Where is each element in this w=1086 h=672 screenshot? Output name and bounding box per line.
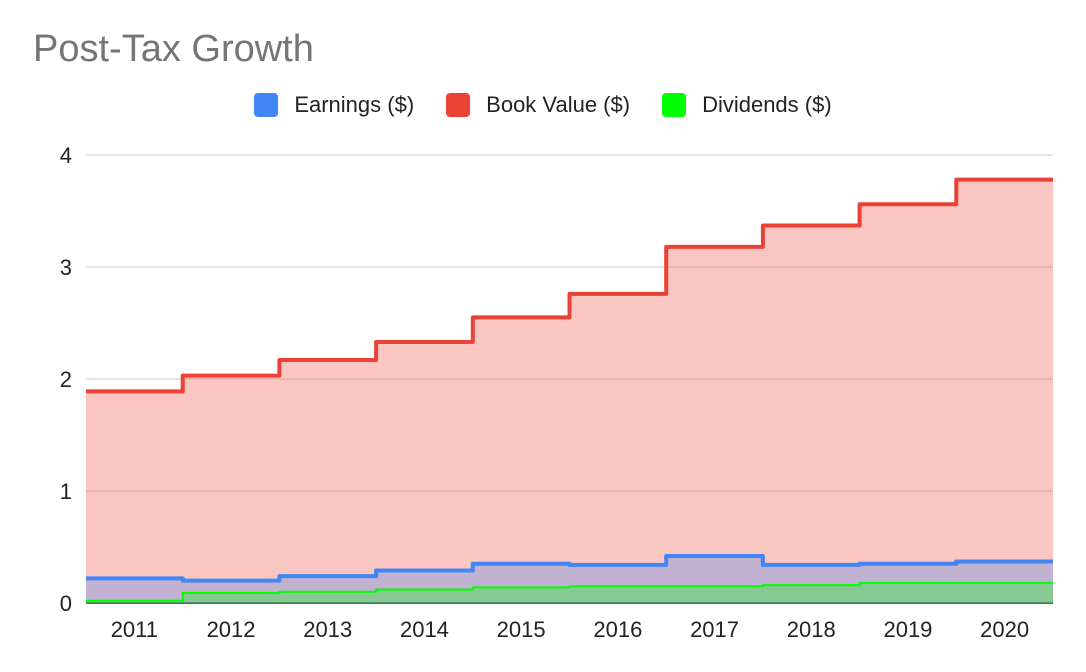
x-tick-label-2015: 2015 <box>497 617 546 642</box>
legend-item-dividends[interactable]: Dividends ($) <box>662 92 832 118</box>
x-tick-label-2016: 2016 <box>593 617 642 642</box>
line-earnings <box>86 553 1053 583</box>
y-tick-label-3: 3 <box>60 255 72 280</box>
legend-label-earnings: Earnings ($) <box>294 92 415 117</box>
legend-item-earnings[interactable]: Earnings ($) <box>254 92 414 118</box>
x-tick-label-2018: 2018 <box>787 617 836 642</box>
legend-label-book-value: Book Value ($) <box>486 92 631 117</box>
x-tick-label-2017: 2017 <box>690 617 739 642</box>
y-tick-label-0: 0 <box>60 591 72 616</box>
line-dividends <box>86 581 1053 602</box>
y-tick-label-1: 1 <box>60 479 72 504</box>
x-tick-label-2019: 2019 <box>883 617 932 642</box>
x-tick-label-2011: 2011 <box>111 617 158 642</box>
line-book-value <box>86 177 1053 394</box>
x-tick-label-2014: 2014 <box>400 617 449 642</box>
y-tick-label-2: 2 <box>60 367 72 392</box>
legend-swatch-book-value <box>446 93 471 117</box>
legend-swatch-dividends <box>662 93 687 117</box>
x-tick-label-2012: 2012 <box>207 617 256 642</box>
legend-label-dividends: Dividends ($) <box>702 92 832 117</box>
chart-legend: Earnings ($) Book Value ($) Dividends ($… <box>0 92 1086 118</box>
x-tick-label-2013: 2013 <box>303 617 352 642</box>
y-tick-label-4: 4 <box>60 143 72 168</box>
x-tick-label-2020: 2020 <box>980 617 1029 642</box>
area-dividends <box>86 582 1053 603</box>
chart-title: Post-Tax Growth <box>33 28 314 70</box>
legend-item-book-value[interactable]: Book Value ($) <box>446 92 630 118</box>
legend-swatch-earnings <box>254 93 279 117</box>
area-book-value <box>86 179 1053 603</box>
